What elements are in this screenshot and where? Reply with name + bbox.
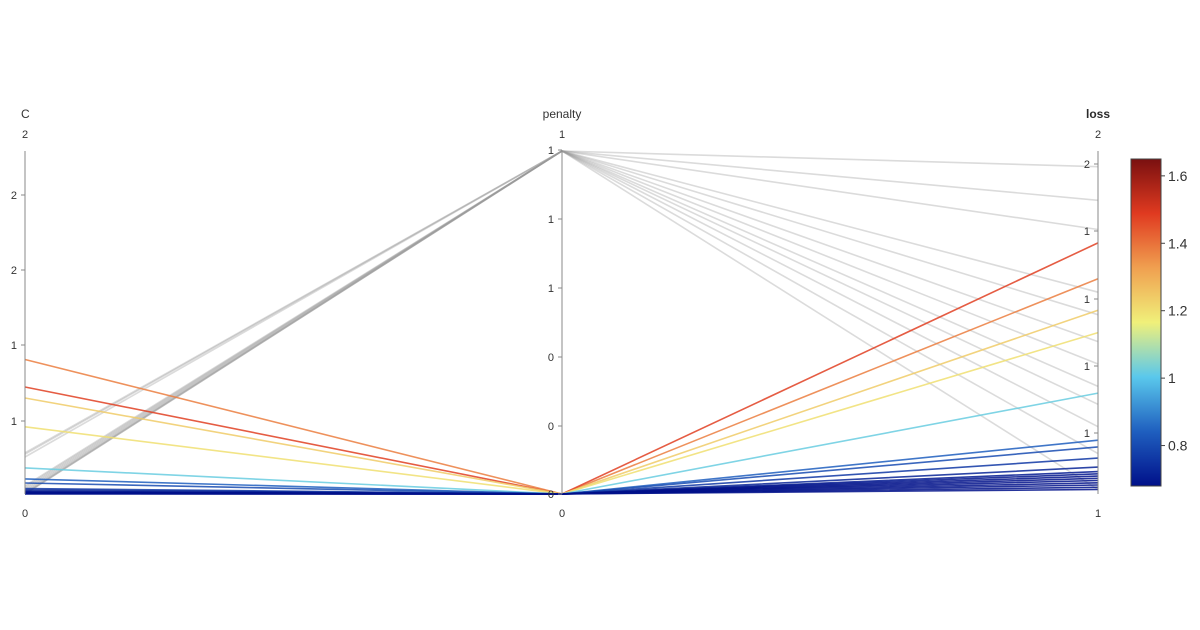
axis-tick-label: 1 bbox=[548, 283, 554, 295]
axis-range-top-label: 2 bbox=[22, 129, 28, 141]
axis-title: penalty bbox=[543, 107, 582, 121]
axis-tick-label: 2 bbox=[11, 265, 17, 277]
colorbar-tick-label: 1.6 bbox=[1168, 168, 1188, 184]
axis-tick-label: 1 bbox=[548, 145, 554, 157]
axis-tick-label: 1 bbox=[11, 416, 17, 428]
axis-tick-label: 0 bbox=[548, 421, 554, 433]
colorbar-tick-label: 0.8 bbox=[1168, 438, 1188, 454]
axis-tick-label: 1 bbox=[1084, 428, 1090, 440]
axis-title: loss bbox=[1086, 107, 1110, 121]
colorbar-tick-label: 1.4 bbox=[1168, 235, 1188, 251]
axis-tick-label: 1 bbox=[11, 340, 17, 352]
colorbar-tick-label: 1.2 bbox=[1168, 303, 1188, 319]
axis-tick-label: 1 bbox=[1084, 294, 1090, 306]
axis-range-bottom-label: 0 bbox=[22, 508, 28, 520]
axis-range-bottom-label: 0 bbox=[559, 508, 565, 520]
axis-title: C bbox=[21, 107, 30, 121]
colorbar-gradient bbox=[1130, 158, 1162, 487]
colorbar: 0.8 1 1.2 1.4 1.6 bbox=[1130, 158, 1188, 487]
axis-range-bottom-label: 1 bbox=[1095, 508, 1101, 520]
axis-tick-label: 2 bbox=[1084, 159, 1090, 171]
axis-tick-label: 0 bbox=[548, 352, 554, 364]
axis-tick-label: 0 bbox=[548, 489, 554, 501]
colorbar-tick-label: 1 bbox=[1168, 370, 1176, 386]
axis-tick-label: 1 bbox=[1084, 226, 1090, 238]
axis-range-top-label: 1 bbox=[559, 129, 565, 141]
axis-tick-label: 1 bbox=[1084, 361, 1090, 373]
axis-loss[interactable]: loss 2 1 2 1 1 1 1 bbox=[1084, 107, 1110, 520]
axis-tick-label: 1 bbox=[548, 214, 554, 226]
axis-tick-label: 2 bbox=[11, 190, 17, 202]
axis-range-top-label: 2 bbox=[1095, 129, 1101, 141]
axis-c[interactable]: C 2 0 2 2 1 1 bbox=[11, 107, 30, 520]
